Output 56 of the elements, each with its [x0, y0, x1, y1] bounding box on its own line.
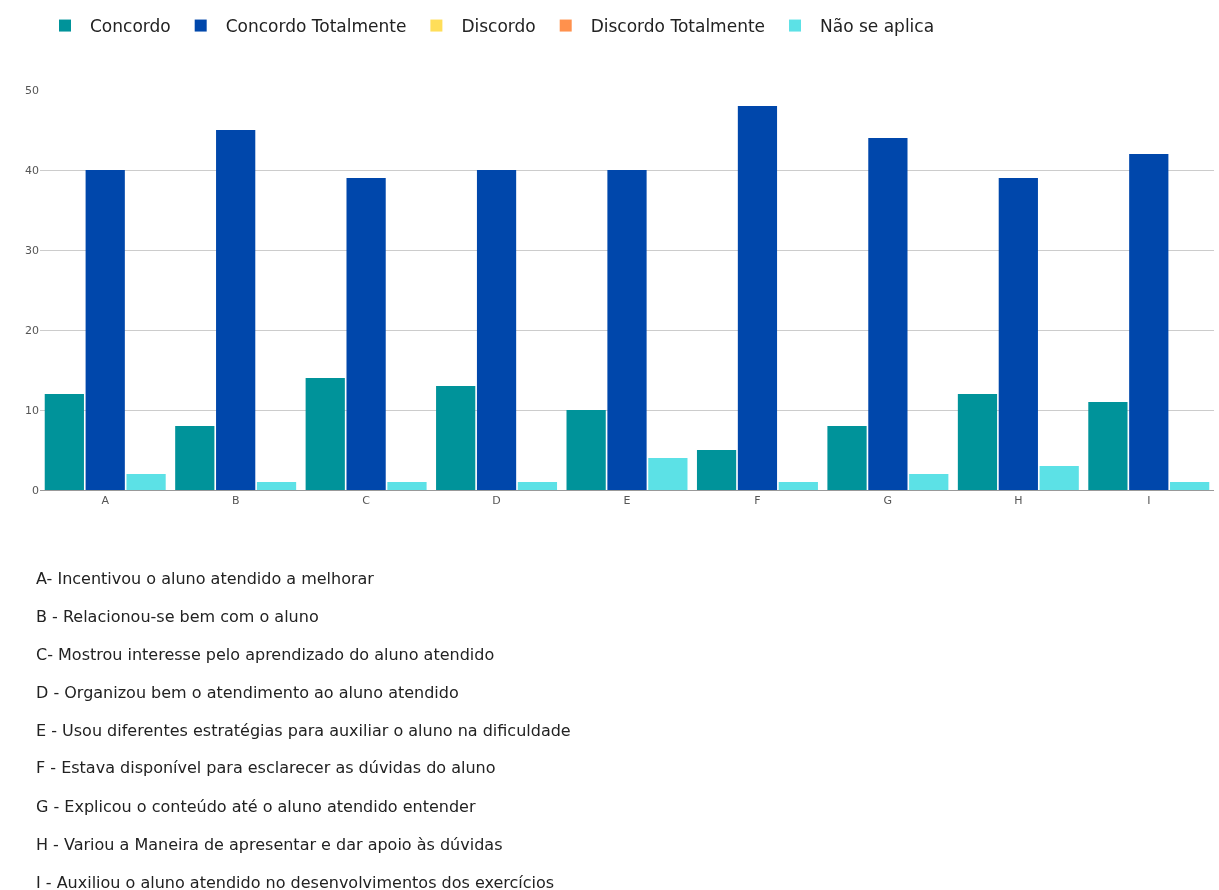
y-tick-label: 20 [25, 323, 39, 337]
x-tick-label: H [1014, 494, 1023, 508]
bar [737, 106, 778, 490]
bar [566, 410, 606, 490]
text: C- Mostrou interesse pelo aprendizado do aluno atendido [36, 645, 495, 664]
bar [1170, 482, 1210, 490]
x-tick-label: E [623, 494, 631, 508]
legend-label: Concordo [90, 16, 171, 37]
bar [305, 378, 345, 490]
bar [998, 178, 1038, 490]
bar [1039, 466, 1079, 490]
y-tick-label: 0 [32, 483, 39, 497]
text: D - Organizou bem o atendimento ao aluno atendido [36, 683, 459, 702]
y-tick-label: 40 [25, 163, 39, 177]
bar [778, 482, 818, 490]
bar [476, 170, 517, 490]
x-tick-label: B [231, 494, 240, 508]
legend-label: Não se aplica [820, 16, 935, 37]
x-tick-label: G [883, 494, 893, 508]
bar [85, 170, 125, 490]
x-tick-label: C [362, 494, 371, 508]
bar [957, 394, 998, 490]
bar [216, 130, 256, 490]
text: F - Estava disponível para esclarecer as dúvidas do aluno [36, 758, 496, 777]
bar [436, 386, 476, 490]
y-tick-label: 50 [25, 83, 39, 97]
x-tick-label: I [1147, 494, 1151, 508]
bar [1088, 402, 1128, 490]
bar [346, 178, 386, 490]
bar [868, 138, 908, 490]
bar [607, 170, 647, 490]
y-tick-label: 10 [25, 403, 39, 417]
bar [909, 474, 949, 490]
bar [44, 394, 84, 490]
text: E - Usou diferentes estratégias para auxiliar o aluno na dificuldade [36, 721, 571, 740]
bar [1129, 154, 1169, 490]
bar [696, 450, 737, 490]
text: I - Auxiliou o aluno atendido no desenvolvimentos dos exercícios [36, 873, 555, 890]
text: H - Variou a Maneira de apresentar e dar apoio às dúvidas [36, 835, 503, 854]
bar [387, 482, 427, 490]
x-tick-label: F [754, 494, 761, 508]
bar [256, 482, 297, 490]
bar [648, 458, 688, 490]
bar [827, 426, 867, 490]
text: B - Relacionou-se bem com o aluno [36, 607, 319, 626]
legend-label: Discordo [461, 16, 536, 37]
legend-label: Discordo Totalmente [590, 16, 766, 37]
bar [175, 426, 215, 490]
bar [517, 482, 558, 490]
y-tick-label: 30 [25, 243, 39, 257]
text: G - Explicou o conteúdo até o aluno atendido entender [36, 797, 476, 816]
legend-label: Concordo Totalmente [225, 16, 407, 37]
x-tick-label: A [101, 494, 110, 508]
x-tick-label: D [492, 494, 501, 508]
text: A- Incentivou o aluno atendido a melhorar [36, 569, 375, 588]
bar [126, 474, 166, 490]
